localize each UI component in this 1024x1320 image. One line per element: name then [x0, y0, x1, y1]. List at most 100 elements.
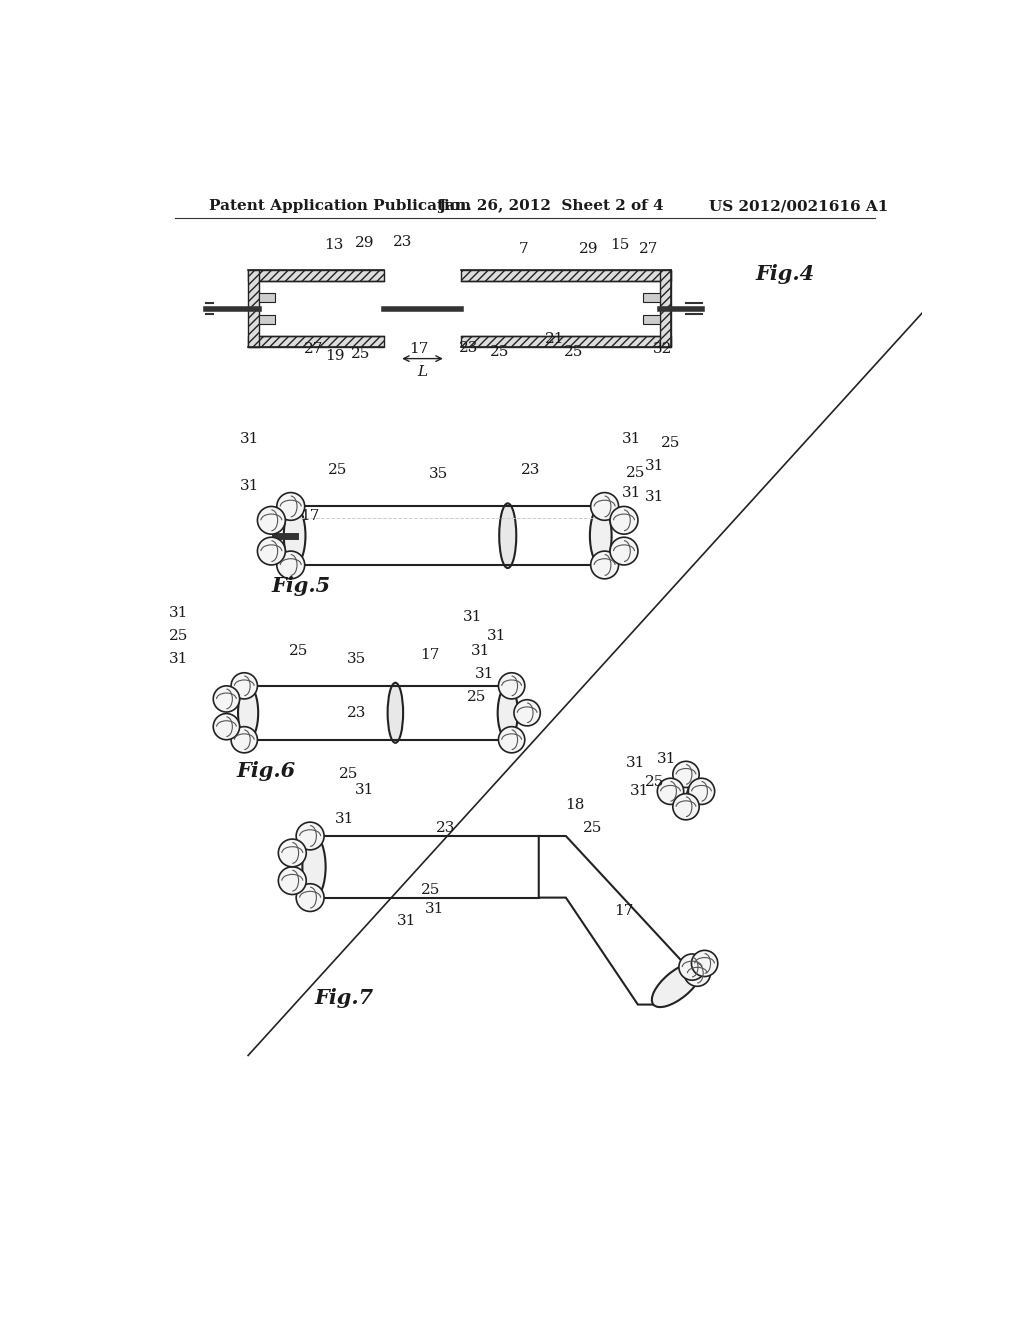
Text: L: L [418, 364, 428, 379]
Text: Jan. 26, 2012  Sheet 2 of 4: Jan. 26, 2012 Sheet 2 of 4 [438, 199, 664, 213]
Text: 25: 25 [339, 767, 358, 781]
Polygon shape [643, 293, 659, 302]
Text: 23: 23 [521, 463, 541, 478]
Text: 31: 31 [475, 668, 495, 681]
Ellipse shape [213, 714, 240, 739]
Text: 27: 27 [304, 342, 324, 356]
Text: 31: 31 [645, 490, 665, 504]
Ellipse shape [673, 762, 699, 788]
Text: 7: 7 [518, 243, 528, 256]
Polygon shape [248, 337, 384, 347]
Text: 31: 31 [354, 783, 374, 797]
Text: 17: 17 [409, 342, 428, 356]
Text: 31: 31 [471, 644, 490, 659]
Ellipse shape [388, 682, 403, 743]
Polygon shape [659, 271, 671, 347]
Text: 23: 23 [460, 341, 478, 355]
Ellipse shape [213, 686, 240, 711]
Text: 25: 25 [626, 466, 645, 479]
Ellipse shape [499, 673, 524, 700]
Ellipse shape [499, 726, 524, 752]
Text: 25: 25 [584, 821, 603, 836]
Text: 31: 31 [335, 812, 354, 826]
Polygon shape [248, 271, 384, 281]
Polygon shape [259, 314, 275, 323]
Text: 35: 35 [428, 467, 447, 480]
Text: 23: 23 [436, 821, 456, 836]
Ellipse shape [514, 700, 541, 726]
Ellipse shape [231, 726, 257, 752]
Text: 31: 31 [626, 756, 645, 770]
Text: 31: 31 [622, 433, 641, 446]
Text: 25: 25 [490, 346, 510, 359]
Text: US 2012/0021616 A1: US 2012/0021616 A1 [710, 199, 889, 213]
Text: 25: 25 [660, 437, 680, 450]
Ellipse shape [657, 779, 684, 804]
Ellipse shape [276, 552, 305, 578]
Text: 31: 31 [169, 606, 188, 619]
Text: 15: 15 [610, 239, 630, 252]
Text: 27: 27 [639, 243, 658, 256]
Text: 25: 25 [467, 690, 486, 705]
Ellipse shape [684, 960, 711, 986]
Ellipse shape [500, 503, 516, 568]
Text: 31: 31 [169, 652, 188, 665]
Ellipse shape [652, 962, 702, 1007]
Text: 35: 35 [347, 652, 367, 665]
Text: 19: 19 [326, 348, 345, 363]
Text: 25: 25 [328, 463, 347, 478]
Text: 31: 31 [645, 459, 665, 474]
Ellipse shape [679, 954, 706, 981]
Polygon shape [461, 337, 671, 347]
Text: 31: 31 [622, 486, 641, 500]
Text: Fig.7: Fig.7 [314, 987, 373, 1007]
Ellipse shape [302, 836, 326, 898]
Text: 25: 25 [421, 883, 440, 896]
Polygon shape [643, 314, 659, 323]
Text: 31: 31 [463, 610, 482, 623]
Text: 17: 17 [421, 648, 440, 663]
Polygon shape [259, 293, 275, 302]
Text: 17: 17 [300, 510, 319, 524]
Ellipse shape [591, 492, 618, 520]
Ellipse shape [257, 507, 286, 535]
Text: 23: 23 [393, 235, 413, 248]
Text: 13: 13 [324, 239, 343, 252]
Text: 31: 31 [486, 628, 506, 643]
Text: Fig.6: Fig.6 [237, 760, 296, 780]
Ellipse shape [279, 840, 306, 867]
Ellipse shape [610, 507, 638, 535]
Text: 31: 31 [240, 433, 259, 446]
Ellipse shape [296, 822, 324, 850]
Ellipse shape [231, 673, 257, 700]
Ellipse shape [590, 507, 611, 565]
Text: 25: 25 [169, 628, 188, 643]
Ellipse shape [591, 552, 618, 578]
Ellipse shape [673, 793, 699, 820]
Polygon shape [248, 271, 259, 347]
Text: 29: 29 [580, 243, 599, 256]
Text: 31: 31 [424, 902, 443, 916]
Ellipse shape [610, 537, 638, 565]
Ellipse shape [257, 537, 286, 565]
Ellipse shape [688, 779, 715, 804]
Text: 25: 25 [351, 347, 371, 360]
Text: 31: 31 [630, 784, 649, 799]
Ellipse shape [238, 686, 258, 739]
Text: Patent Application Publication: Patent Application Publication [209, 199, 471, 213]
Ellipse shape [276, 492, 305, 520]
Text: 29: 29 [354, 236, 374, 249]
Text: 31: 31 [240, 479, 259, 492]
Ellipse shape [296, 884, 324, 911]
Text: 31: 31 [397, 913, 417, 928]
Text: 23: 23 [347, 706, 367, 719]
Text: 17: 17 [614, 904, 634, 919]
Ellipse shape [691, 950, 718, 977]
Ellipse shape [279, 867, 306, 895]
Text: 25: 25 [289, 644, 308, 659]
Ellipse shape [498, 686, 518, 739]
Text: 25: 25 [564, 346, 584, 359]
Text: Fig.4: Fig.4 [756, 264, 815, 284]
Text: 25: 25 [645, 775, 665, 789]
Text: 31: 31 [657, 752, 676, 766]
